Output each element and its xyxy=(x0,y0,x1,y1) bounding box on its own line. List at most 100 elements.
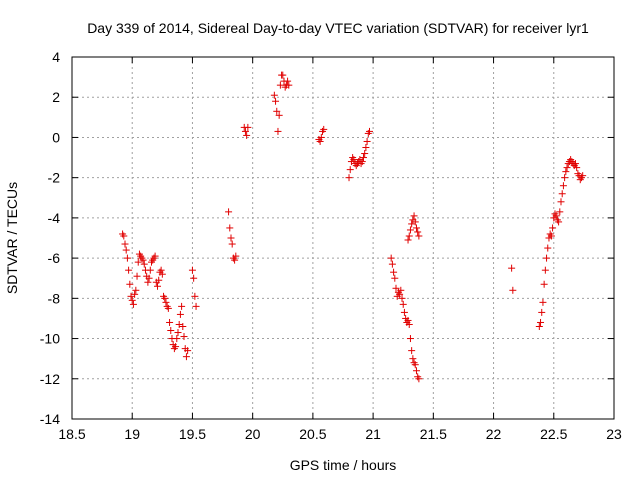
data-point xyxy=(279,71,287,79)
data-point xyxy=(538,308,546,316)
data-point xyxy=(388,260,396,268)
data-point xyxy=(178,302,186,310)
data-point xyxy=(547,232,555,240)
data-point xyxy=(241,127,249,135)
data-point xyxy=(397,286,405,294)
data-point xyxy=(361,150,369,158)
y-tick-label: -8 xyxy=(48,290,61,306)
axis-ticks xyxy=(71,56,615,420)
data-point xyxy=(274,127,282,135)
y-tick-label: -14 xyxy=(40,411,60,427)
data-point xyxy=(284,77,292,85)
data-point xyxy=(359,154,367,162)
data-point xyxy=(365,127,373,135)
data-point xyxy=(174,329,182,337)
y-tick-label: -10 xyxy=(40,331,60,347)
data-point xyxy=(508,264,516,272)
data-point xyxy=(134,258,142,266)
data-point xyxy=(544,244,552,252)
data-point xyxy=(408,347,416,355)
y-tick-label: -2 xyxy=(48,170,61,186)
data-point xyxy=(390,268,398,276)
data-point xyxy=(537,318,545,326)
data-point xyxy=(571,160,579,168)
x-tick-label: 21.5 xyxy=(420,426,447,442)
data-point xyxy=(190,274,198,282)
data-point xyxy=(146,266,154,274)
data-point xyxy=(272,97,280,105)
data-point xyxy=(273,107,281,115)
data-point xyxy=(320,125,328,133)
data-point xyxy=(162,298,170,306)
data-point xyxy=(276,81,284,89)
x-tick-labels: 18.5 19 19.5 20 20.5 21 21.5 22 22.5 23 xyxy=(58,426,622,442)
data-point xyxy=(132,286,140,294)
x-tick-label: 22 xyxy=(486,426,502,442)
data-point xyxy=(270,91,278,99)
data-point xyxy=(387,254,395,262)
data-point xyxy=(161,294,169,302)
data-point xyxy=(573,164,581,172)
x-tick-label: 23 xyxy=(606,426,622,442)
y-tick-label: 4 xyxy=(52,49,60,65)
data-point xyxy=(129,300,137,308)
x-tick-label: 18.5 xyxy=(58,426,85,442)
data-point xyxy=(405,232,413,240)
data-point xyxy=(158,270,166,278)
data-point xyxy=(410,212,418,220)
data-point xyxy=(398,294,406,302)
data-point xyxy=(411,218,419,226)
data-point xyxy=(358,158,366,166)
data-point xyxy=(406,335,414,343)
y-axis-label: SDTVAR / TECUs xyxy=(4,182,20,294)
x-tick-label: 19 xyxy=(124,426,140,442)
data-point xyxy=(404,316,412,324)
data-point xyxy=(128,296,136,304)
data-point xyxy=(317,133,325,141)
data-point xyxy=(151,252,159,260)
data-point xyxy=(396,290,404,298)
data-point xyxy=(408,220,416,228)
data-point xyxy=(244,123,252,131)
data-point xyxy=(227,234,235,242)
data-point xyxy=(400,308,408,316)
data-point xyxy=(176,310,184,318)
data-point xyxy=(243,131,251,139)
y-tick-label: 0 xyxy=(52,129,60,145)
data-point xyxy=(412,224,420,232)
data-point xyxy=(140,260,148,268)
data-point xyxy=(164,304,172,312)
data-point xyxy=(173,335,181,343)
data-point xyxy=(231,256,239,264)
data-point xyxy=(392,284,400,292)
data-point xyxy=(555,218,563,226)
data-point xyxy=(188,266,196,274)
data-point xyxy=(139,256,147,264)
data-point xyxy=(175,320,183,328)
x-tick-label: 22.5 xyxy=(540,426,567,442)
x-tick-label: 20.5 xyxy=(299,426,326,442)
data-point xyxy=(350,156,358,164)
data-point xyxy=(133,272,141,280)
data-point xyxy=(541,266,549,274)
data-point xyxy=(144,278,152,286)
y-tick-labels: -14 -12 -10 -8 -6 -4 -2 0 2 4 xyxy=(40,49,60,427)
x-tick-label: 19.5 xyxy=(179,426,206,442)
data-point xyxy=(232,252,240,260)
data-point xyxy=(126,280,134,288)
data-points xyxy=(119,71,587,383)
x-axis-label: GPS time / hours xyxy=(290,457,397,473)
plot-frame xyxy=(71,56,615,420)
data-point xyxy=(226,224,234,232)
data-point xyxy=(556,208,564,216)
data-point xyxy=(539,298,547,306)
data-point xyxy=(391,274,399,282)
data-point xyxy=(131,290,139,298)
data-point xyxy=(166,318,174,326)
data-point xyxy=(154,282,162,290)
data-point xyxy=(552,212,560,220)
data-point xyxy=(182,353,190,361)
data-point xyxy=(559,182,567,190)
data-point xyxy=(345,174,353,182)
data-point xyxy=(412,367,420,375)
